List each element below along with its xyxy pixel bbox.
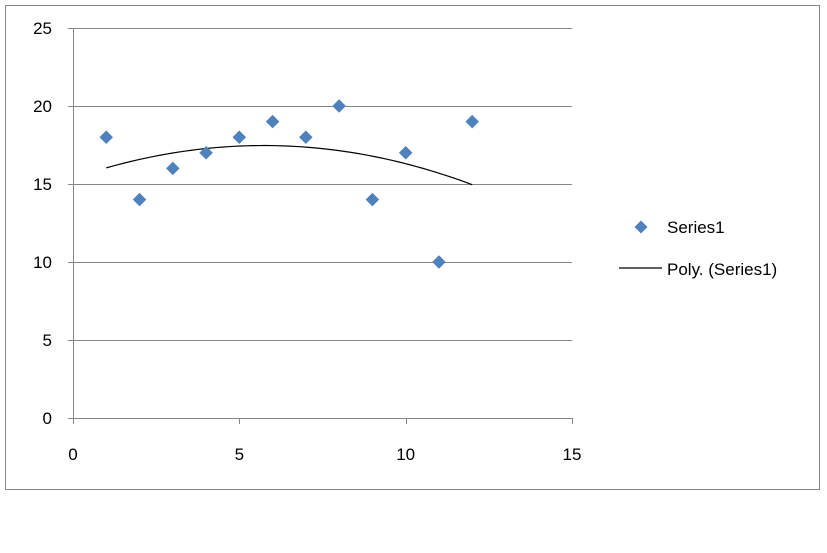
data-points [99,99,480,269]
data-point [199,145,213,160]
legend-marker-series1 [634,220,648,234]
x-axis-tick-labels: 0 5 10 15 [68,445,581,464]
legend-label-series1: Series1 [667,218,725,237]
x-tick-label: 15 [563,445,582,464]
data-point [232,130,247,145]
trendline-group [106,144,473,186]
axes [68,28,573,424]
x-tick-label: 5 [235,445,244,464]
data-point [99,130,114,145]
data-point [165,161,180,176]
data-point [265,114,280,129]
legend: Series1 Poly. (Series1) [619,218,777,279]
x-tick-label: 10 [396,445,415,464]
data-point [332,99,346,113]
chart-area [5,5,820,490]
gridlines [73,28,572,341]
y-tick-label: 10 [33,253,52,272]
legend-label-trendline: Poly. (Series1) [667,260,777,279]
y-tick-label: 20 [33,97,52,116]
y-tick-label: 25 [33,19,52,38]
polynomial-trendline [106,144,473,186]
data-point [398,145,413,160]
y-tick-label: 5 [43,331,52,350]
y-tick-label: 15 [33,175,52,194]
y-tick-label: 0 [43,409,52,428]
data-point [465,114,480,129]
data-point [432,255,446,269]
x-tick-label: 0 [68,445,77,464]
data-point [365,192,380,207]
y-axis-tick-labels: 0 5 10 15 20 25 [33,19,52,428]
data-point [132,192,147,207]
data-point [299,130,313,145]
